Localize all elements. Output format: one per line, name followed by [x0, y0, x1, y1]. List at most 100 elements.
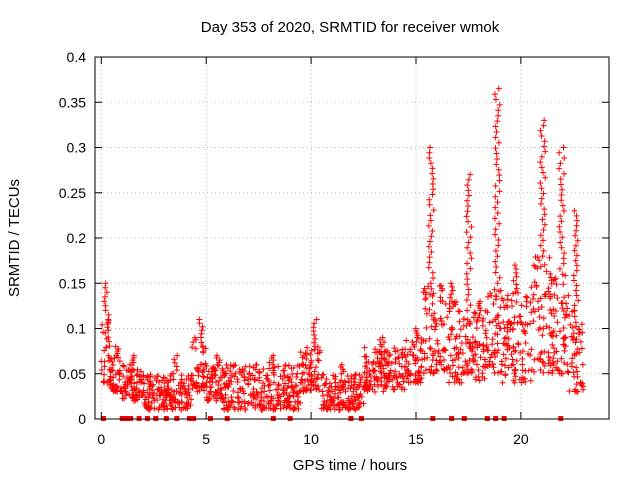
data-point: [423, 310, 430, 317]
data-point: [289, 371, 296, 378]
data-point: [403, 375, 410, 382]
data-point: [550, 306, 557, 313]
data-point: [260, 366, 267, 373]
data-point: [379, 334, 386, 341]
data-point: [491, 286, 498, 293]
data-point: [572, 242, 579, 249]
data-point: [420, 337, 427, 344]
data-point: [304, 376, 311, 383]
data-point: [477, 354, 484, 361]
data-point: [434, 367, 441, 374]
data-point: [280, 367, 287, 374]
data-point: [351, 379, 358, 386]
data-point: [573, 292, 580, 299]
data-point: [198, 361, 205, 368]
data-point: [140, 387, 147, 394]
data-point: [384, 362, 391, 369]
data-point: [447, 294, 454, 301]
data-point: [430, 370, 437, 377]
data-point: [174, 352, 181, 359]
data-point: [474, 361, 481, 368]
data-point: [427, 144, 434, 151]
data-point: [488, 292, 495, 299]
data-point: [429, 269, 436, 276]
data-point: [206, 378, 213, 385]
data-point: [496, 177, 503, 184]
data-point: [499, 361, 506, 368]
data-point: [492, 204, 499, 211]
data-point: [464, 307, 471, 314]
data-point: [303, 365, 310, 372]
data-point: [150, 395, 157, 402]
data-point: [127, 376, 134, 383]
data-point: [198, 327, 205, 334]
data-point: [509, 356, 516, 363]
data-point: [339, 384, 346, 391]
data-point: [308, 373, 315, 380]
data-point: [290, 392, 297, 399]
data-point: [486, 319, 493, 326]
data-point: [456, 318, 463, 325]
y-tick-label: 0.25: [59, 185, 86, 201]
data-point: [455, 308, 462, 315]
y-axis-label: SRMTID / TECUs: [6, 179, 23, 297]
data-point: [321, 382, 328, 389]
data-point: [493, 161, 500, 168]
data-point: [294, 398, 301, 405]
data-point: [463, 270, 470, 277]
data-point: [510, 343, 517, 350]
x-tick-label: 15: [408, 431, 424, 447]
data-point: [194, 367, 201, 374]
data-point: [489, 341, 496, 348]
data-point: [502, 355, 509, 362]
data-point: [536, 314, 543, 321]
data-point: [508, 320, 515, 327]
data-point: [357, 391, 364, 398]
data-point: [495, 112, 502, 119]
data-point: [136, 379, 143, 386]
data-point: [429, 181, 436, 188]
data-point: [183, 400, 190, 407]
data-point: [219, 395, 226, 402]
data-point: [560, 255, 567, 262]
data-point: [546, 357, 553, 364]
data-point: [474, 317, 481, 324]
data-point: [533, 282, 540, 289]
data-point: [356, 403, 363, 410]
data-point: [424, 354, 431, 361]
data-point: [540, 315, 547, 322]
data-point: [489, 361, 496, 368]
data-point: [231, 404, 238, 411]
data-point: [504, 304, 511, 311]
data-point: [538, 133, 545, 140]
data-point: [542, 148, 549, 155]
data-point: [256, 368, 263, 375]
data-point: [490, 300, 497, 307]
data-point: [383, 347, 390, 354]
data-point: [221, 381, 228, 388]
data-point: [492, 96, 499, 103]
data-point: [448, 291, 455, 298]
data-point: [269, 361, 276, 368]
data-point: [429, 165, 436, 172]
data-point: [504, 342, 511, 349]
data-point: [371, 367, 378, 374]
data-point: [150, 381, 157, 388]
data-point: [438, 318, 445, 325]
data-point: [407, 346, 414, 353]
data-point: [569, 337, 576, 344]
data-point: [372, 346, 379, 353]
data-point: [370, 368, 377, 375]
data-point: [101, 371, 108, 378]
data-point: [535, 306, 542, 313]
data-point: [270, 352, 277, 359]
data-point: [335, 394, 342, 401]
data-point: [224, 406, 231, 413]
data-point: [492, 226, 499, 233]
data-point: [429, 170, 436, 177]
data-point: [496, 172, 503, 179]
data-point: [362, 379, 369, 386]
data-point: [420, 370, 427, 377]
data-point: [464, 197, 471, 204]
data-point: [270, 395, 277, 402]
